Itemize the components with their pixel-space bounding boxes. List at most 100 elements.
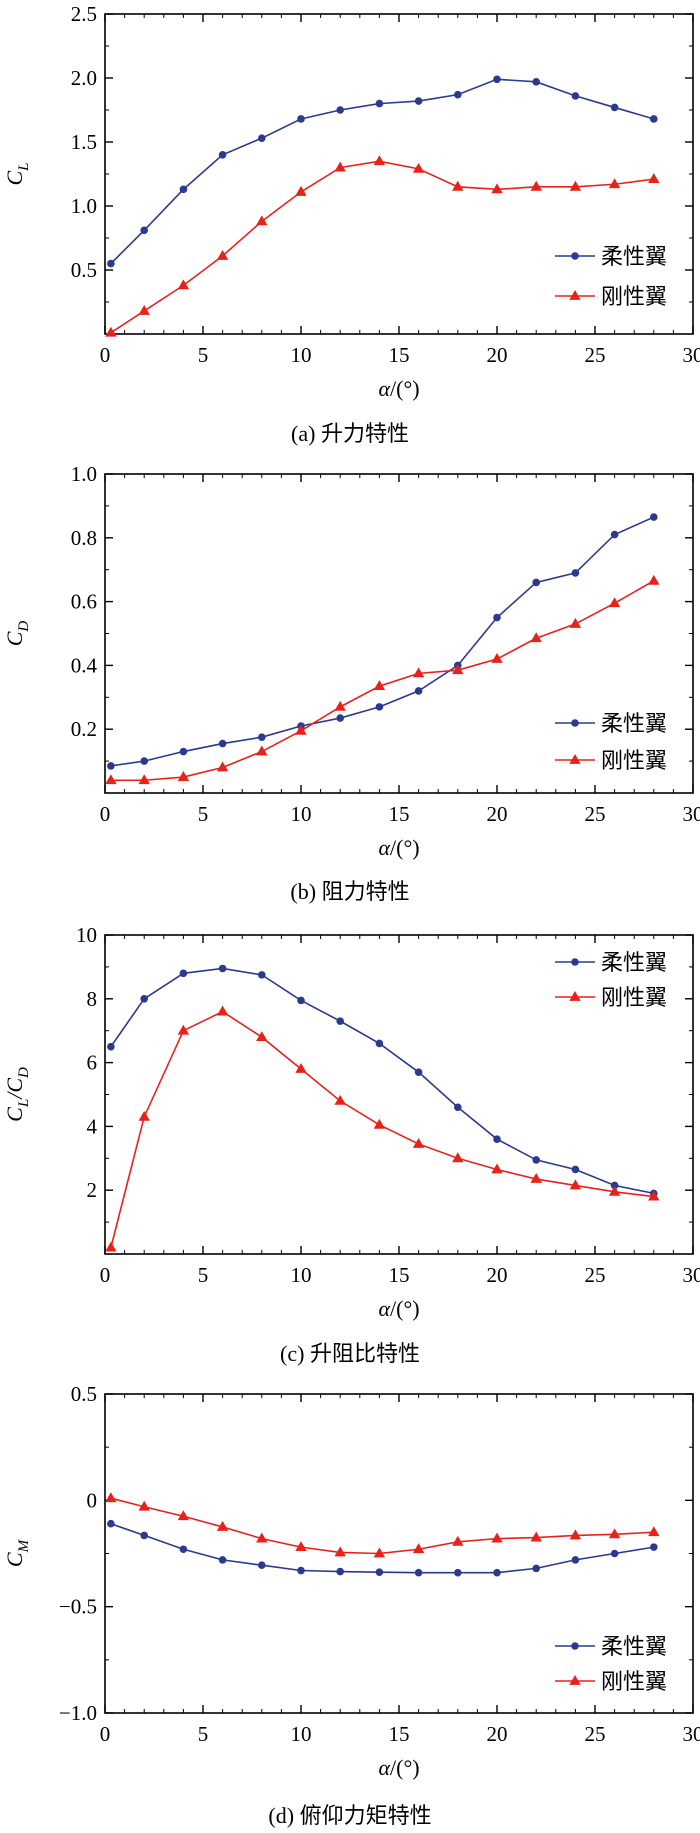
data-point-flexible <box>107 762 115 770</box>
data-point-rigid <box>177 1024 190 1035</box>
y-tick-label: 0.5 <box>71 1382 97 1406</box>
x-tick-label: 10 <box>291 802 312 826</box>
y-tick-label: −1.0 <box>59 1701 97 1725</box>
plot-frame <box>104 473 694 794</box>
legend-label: 柔性翼 <box>601 244 667 269</box>
data-point-rigid <box>491 183 503 194</box>
data-point-flexible <box>454 90 462 99</box>
x-tick-label: 20 <box>487 802 508 826</box>
data-point-flexible <box>375 1039 384 1048</box>
data-point-flexible <box>375 99 384 108</box>
data-point-flexible <box>218 151 227 159</box>
data-point-flexible <box>493 1135 501 1143</box>
data-point-rigid <box>105 326 117 337</box>
data-point-rigid <box>373 1118 386 1129</box>
data-point-rigid <box>608 1185 621 1196</box>
data-point-flexible <box>336 1017 345 1025</box>
data-point-flexible <box>610 1549 619 1558</box>
data-point-rigid <box>105 1241 117 1252</box>
data-point-rigid <box>256 1031 268 1041</box>
x-tick-label: 5 <box>198 1722 209 1746</box>
data-point-rigid <box>452 180 464 191</box>
data-point-rigid <box>530 1531 542 1542</box>
x-tick-label: 25 <box>585 1722 606 1746</box>
data-point-flexible <box>414 1068 423 1076</box>
y-axis-label: CD <box>2 621 32 647</box>
data-point-flexible <box>258 1561 266 1569</box>
data-point-rigid <box>295 724 307 735</box>
data-point-rigid <box>216 1005 229 1016</box>
series-line-flexible <box>110 1522 654 1574</box>
panel-caption: (b) 阻力特性 <box>290 879 409 904</box>
x-tick-label: 15 <box>389 802 410 826</box>
data-point-rigid <box>138 304 150 315</box>
data-point-rigid <box>412 667 425 678</box>
x-tick-label: 30 <box>683 343 700 367</box>
data-point-flexible <box>532 78 540 86</box>
legend-marker <box>569 754 581 764</box>
data-point-rigid <box>295 1541 307 1552</box>
x-tick-label: 25 <box>585 1263 606 1287</box>
data-point-rigid <box>295 1062 307 1073</box>
data-point-flexible <box>650 513 658 521</box>
data-point-flexible <box>336 1567 345 1576</box>
data-point-rigid <box>216 249 229 260</box>
series-line-rigid <box>110 1010 654 1248</box>
data-point-flexible <box>454 1568 462 1577</box>
x-tick-label: 10 <box>291 1722 312 1746</box>
y-tick-label: 4 <box>87 1114 98 1138</box>
data-point-flexible <box>493 613 501 622</box>
data-point-rigid <box>530 180 542 191</box>
y-axis-label: CM <box>2 1538 32 1567</box>
y-tick-label: 0.4 <box>71 653 98 677</box>
data-point-flexible <box>414 687 423 695</box>
data-point-flexible <box>610 1181 619 1190</box>
x-axis-label: α/(°) <box>378 376 419 401</box>
data-point-rigid <box>569 1529 582 1540</box>
data-point-rigid <box>608 178 621 189</box>
data-point-rigid <box>373 155 386 166</box>
data-point-flexible <box>336 106 345 114</box>
data-point-flexible <box>610 530 619 539</box>
legend-marker <box>571 1642 579 1650</box>
data-point-flexible <box>140 226 148 235</box>
legend-label: 刚性翼 <box>601 985 667 1010</box>
x-tick-label: 15 <box>389 1722 410 1746</box>
data-point-rigid <box>608 597 621 608</box>
data-point-flexible <box>258 971 266 979</box>
data-point-rigid <box>334 161 346 172</box>
data-point-rigid <box>491 1532 503 1543</box>
y-tick-label: 2.0 <box>71 66 97 90</box>
data-point-flexible <box>218 964 227 973</box>
data-point-flexible <box>375 703 384 711</box>
x-tick-label: 20 <box>487 343 508 367</box>
data-point-rigid <box>334 700 346 711</box>
data-point-flexible <box>454 1103 462 1112</box>
y-tick-label: 0.6 <box>71 590 97 614</box>
data-point-rigid <box>412 162 425 173</box>
data-point-flexible <box>258 733 266 741</box>
legend-marker <box>571 719 579 727</box>
data-point-rigid <box>452 664 464 675</box>
legend-label: 柔性翼 <box>601 711 667 736</box>
plot-frame <box>104 1393 694 1714</box>
x-tick-label: 5 <box>198 1263 209 1287</box>
data-point-flexible <box>107 1519 115 1528</box>
data-point-rigid <box>569 1179 582 1190</box>
panel-caption: (d) 俯仰力矩特性 <box>268 1803 431 1828</box>
data-point-flexible <box>532 1156 540 1164</box>
data-point-flexible <box>179 185 188 194</box>
data-point-rigid <box>216 761 229 772</box>
x-tick-label: 5 <box>198 802 209 826</box>
data-point-flexible <box>571 569 580 577</box>
data-point-rigid <box>177 1510 190 1521</box>
data-point-flexible <box>650 115 658 123</box>
data-point-rigid <box>105 774 117 785</box>
data-point-rigid <box>412 1137 425 1148</box>
legend-marker <box>571 252 579 260</box>
x-tick-label: 25 <box>585 802 606 826</box>
legend-label: 刚性翼 <box>601 748 667 773</box>
